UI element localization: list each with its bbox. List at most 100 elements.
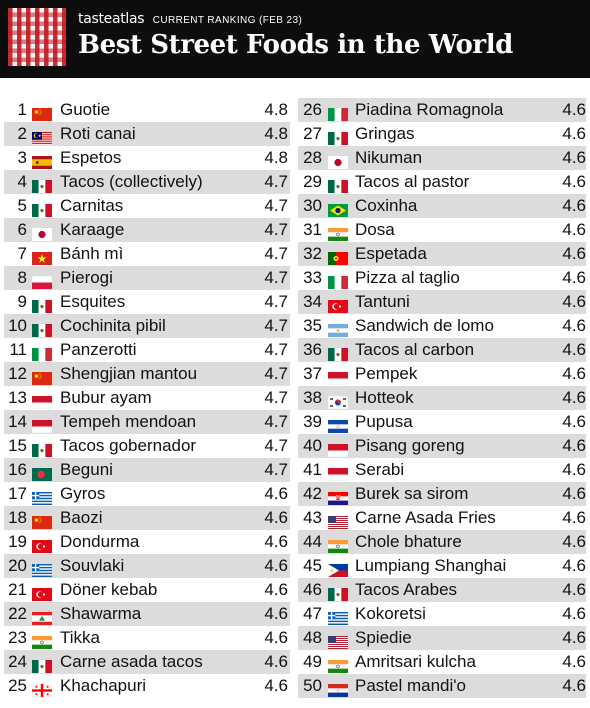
food-name: Esquites xyxy=(60,292,126,311)
rating-score: 4.6 xyxy=(264,580,288,599)
food-name: Pierogi xyxy=(60,268,113,287)
india-flag-icon xyxy=(328,656,348,673)
food-name: Tempeh mendoan xyxy=(60,412,197,431)
rank-number: 26 xyxy=(303,100,322,119)
brand-name: tasteatlas xyxy=(78,11,145,27)
table-row: 25 Khachapuri 4.6 xyxy=(4,674,290,698)
rank-number: 11 xyxy=(9,340,27,359)
rank-number: 36 xyxy=(303,340,322,359)
rating-score: 4.6 xyxy=(562,124,586,143)
table-row: 17 Gyros 4.6 xyxy=(4,482,290,506)
rank-number: 41 xyxy=(303,460,322,479)
rank-number: 18 xyxy=(8,508,27,527)
rating-score: 4.7 xyxy=(264,172,288,191)
mexico-flag-icon xyxy=(328,128,348,145)
croatia-flag-icon xyxy=(328,488,348,505)
table-row: 10 Cochinita pibil 4.7 xyxy=(4,314,290,338)
table-row: 24 Carne asada tacos 4.6 xyxy=(4,650,290,674)
food-name: Guotie xyxy=(60,100,111,119)
italy-flag-icon xyxy=(328,104,348,121)
food-name: Pisang goreng xyxy=(355,436,465,455)
table-row: 34 Tantuni 4.6 xyxy=(298,290,586,314)
rank-number: 27 xyxy=(303,124,322,143)
rank-number: 21 xyxy=(8,580,27,599)
rating-score: 4.6 xyxy=(562,676,586,695)
rank-number: 30 xyxy=(303,196,322,215)
food-name: Tantuni xyxy=(355,292,410,311)
rating-score: 4.7 xyxy=(264,244,288,263)
food-name: Tacos al carbon xyxy=(355,340,475,359)
rank-number: 12 xyxy=(8,364,27,383)
ranking-column-right: 26 Piadina Romagnola 4.6 27 Gringas 4.6 28 Niku… xyxy=(298,98,586,698)
rating-score: 4.6 xyxy=(562,196,586,215)
rating-score: 4.6 xyxy=(562,652,586,671)
rating-score: 4.8 xyxy=(264,124,288,143)
brand-line: tasteatlas CURRENT RANKING (FEB 23) xyxy=(78,10,302,28)
rating-score: 4.6 xyxy=(562,172,586,191)
rank-number: 31 xyxy=(303,220,322,239)
table-row: 26 Piadina Romagnola 4.6 xyxy=(298,98,586,122)
rating-score: 4.7 xyxy=(264,316,288,335)
food-name: Pizza al taglio xyxy=(355,268,460,287)
rank-number: 33 xyxy=(303,268,322,287)
rating-score: 4.7 xyxy=(264,364,288,383)
el-salvador-flag-icon xyxy=(328,416,348,433)
rating-score: 4.6 xyxy=(562,484,586,503)
table-row: 19 Dondurma 4.6 xyxy=(4,530,290,554)
table-row: 18 Baozi 4.6 xyxy=(4,506,290,530)
rating-score: 4.8 xyxy=(264,100,288,119)
usa-flag-icon xyxy=(328,512,348,529)
mexico-flag-icon xyxy=(32,200,52,217)
table-row: 31 Dosa 4.6 xyxy=(298,218,586,242)
rank-number: 23 xyxy=(8,628,27,647)
rating-score: 4.6 xyxy=(562,604,586,623)
table-row: 49 Amritsari kulcha 4.6 xyxy=(298,650,586,674)
food-name: Espetos xyxy=(60,148,122,167)
food-name: Cochinita pibil xyxy=(60,316,166,335)
rank-number: 14 xyxy=(8,412,27,431)
mexico-flag-icon xyxy=(32,320,52,337)
rating-score: 4.7 xyxy=(264,340,288,359)
rating-score: 4.6 xyxy=(562,628,586,647)
food-name: Dosa xyxy=(355,220,395,239)
rating-score: 4.7 xyxy=(264,436,288,455)
table-row: 29 Tacos al pastor 4.6 xyxy=(298,170,586,194)
mexico-flag-icon xyxy=(328,344,348,361)
food-name: Tacos (collectively) xyxy=(60,172,203,191)
malaysia-flag-icon xyxy=(32,128,52,145)
paraguay-flag-icon xyxy=(328,680,348,697)
rank-number: 44 xyxy=(303,532,322,551)
lebanon-flag-icon xyxy=(32,608,52,625)
food-name: Shawarma xyxy=(60,604,142,623)
table-row: 47 Kokoretsi 4.6 xyxy=(298,602,586,626)
page-title: Best Street Foods in the World xyxy=(78,30,513,60)
rank-number: 3 xyxy=(17,148,27,167)
rank-number: 24 xyxy=(8,652,27,671)
rating-score: 4.6 xyxy=(562,220,586,239)
table-row: 12 Shengjian mantou 4.7 xyxy=(4,362,290,386)
rank-number: 8 xyxy=(17,268,27,287)
indonesia-flag-icon xyxy=(327,368,349,386)
vietnam-flag-icon xyxy=(32,248,52,265)
rank-number: 22 xyxy=(8,604,27,623)
rank-number: 49 xyxy=(303,652,322,671)
table-row: 7 Bánh mì 4.7 xyxy=(4,242,290,266)
rank-number: 9 xyxy=(17,292,27,311)
rank-number: 45 xyxy=(303,556,322,575)
bangladesh-flag-icon xyxy=(32,464,52,481)
rating-score: 4.6 xyxy=(562,100,586,119)
food-name: Hotteok xyxy=(355,388,414,407)
rank-number: 6 xyxy=(17,220,27,239)
table-row: 30 Coxinha 4.6 xyxy=(298,194,586,218)
rating-score: 4.6 xyxy=(562,388,586,407)
table-row: 6 Karaage 4.7 xyxy=(4,218,290,242)
food-name: Coxinha xyxy=(355,196,418,215)
mexico-flag-icon xyxy=(328,584,348,601)
rank-number: 32 xyxy=(303,244,322,263)
japan-flag-icon xyxy=(32,224,52,241)
italy-flag-icon xyxy=(32,344,52,361)
table-row: 20 Souvlaki 4.6 xyxy=(4,554,290,578)
ranking-label: CURRENT RANKING (FEB 23) xyxy=(152,15,303,26)
greece-flag-icon xyxy=(32,488,52,505)
rating-score: 4.6 xyxy=(562,532,586,551)
